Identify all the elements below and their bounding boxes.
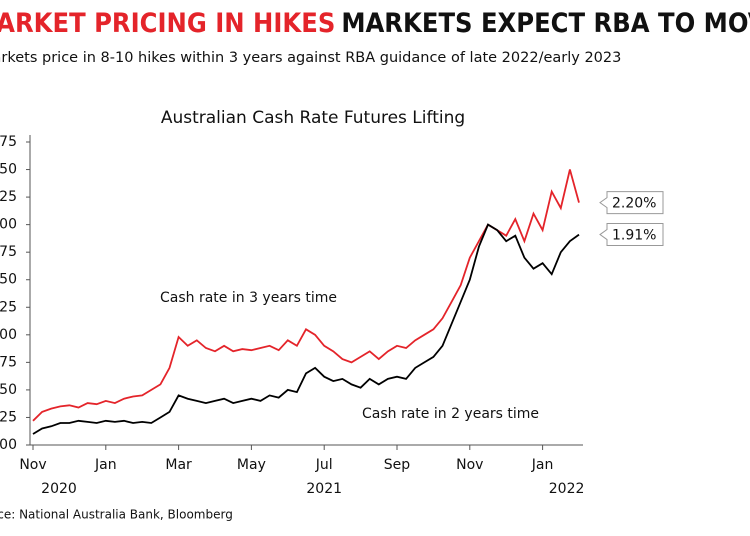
- y-tick-label: 2.50: [0, 162, 17, 178]
- x-tick-label: Jul: [315, 457, 333, 473]
- x-tick-label: Nov: [19, 457, 46, 473]
- y-tick-label: 2.75: [0, 134, 17, 150]
- year-label: 2022: [549, 481, 585, 497]
- year-label: 2020: [41, 481, 77, 497]
- subtitle: Markets price in 8-10 hikes within 3 yea…: [0, 50, 621, 66]
- x-tick-label: Nov: [456, 457, 483, 473]
- end-label-box: [599, 191, 664, 215]
- end-label: 1.91%: [612, 228, 656, 244]
- y-tick-label: 1.00: [0, 327, 17, 343]
- y-tick-label: 1.75: [0, 244, 17, 260]
- y-tick-label: 0.75: [0, 354, 17, 370]
- y-tick-label: 1.50: [0, 272, 17, 288]
- headline: MARKET PRICING IN HIKES MARKETS EXPECT RB…: [0, 8, 750, 39]
- end-label-box: [599, 223, 664, 247]
- x-tick-label: Mar: [165, 457, 192, 473]
- y-tick-label: 0.00: [0, 437, 17, 453]
- year-label: 2021: [306, 481, 342, 497]
- x-tick-label: Jan: [531, 457, 554, 473]
- x-tick-label: Jan: [94, 457, 117, 473]
- x-tick-label: May: [237, 457, 266, 473]
- y-tick-label: 0.50: [0, 382, 17, 398]
- y-tick-label: 2.00: [0, 217, 17, 233]
- y-tick-label: 1.25: [0, 299, 17, 315]
- y-tick-label: 0.25: [0, 409, 17, 425]
- end-label: 2.20%: [612, 196, 656, 212]
- series-label: Cash rate in 2 years time: [362, 406, 539, 422]
- series-line: [32, 223, 580, 435]
- series-label: Cash rate in 3 years time: [160, 290, 337, 306]
- y-tick-label: 2.25: [0, 189, 17, 205]
- headline-red: MARKET PRICING IN HIKES: [0, 8, 335, 39]
- chart-title: Australian Cash Rate Futures Lifting: [161, 108, 465, 128]
- x-tick-label: Sep: [384, 457, 411, 473]
- headline-black: MARKETS EXPECT RBA TO MOVE EARLIER: [341, 8, 750, 39]
- source: Source: National Australia Bank, Bloombe…: [0, 508, 233, 522]
